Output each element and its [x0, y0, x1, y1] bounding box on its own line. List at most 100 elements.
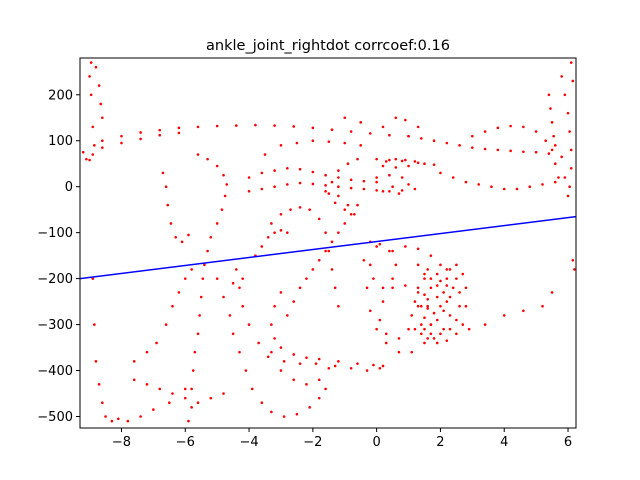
scatter-point: [423, 341, 426, 345]
scatter-point: [541, 304, 544, 308]
scatter-point: [190, 268, 193, 271]
scatter-point: [196, 332, 200, 336]
y-tick-label: −400: [37, 364, 73, 379]
scatter-point: [515, 187, 519, 191]
scatter-point: [292, 353, 296, 356]
scatter-point: [292, 378, 296, 382]
scatter-point: [461, 323, 465, 326]
scatter-point: [455, 277, 458, 280]
scatter-point: [292, 300, 296, 303]
scatter-point: [273, 169, 276, 172]
scatter-point: [139, 131, 142, 134]
scatter-point: [378, 366, 382, 370]
scatter-point: [215, 164, 219, 168]
scatter-point: [101, 146, 104, 149]
scatter-point: [544, 139, 547, 143]
scatter-point: [455, 263, 458, 267]
scatter-point: [324, 249, 327, 253]
scatter-point: [455, 332, 458, 336]
scatter-point: [378, 318, 382, 322]
scatter-point: [458, 144, 461, 147]
scatter-point: [244, 369, 248, 372]
scatter-point: [445, 300, 449, 303]
scatter-point: [225, 183, 229, 186]
scatter-point: [375, 189, 378, 192]
scatter-point: [362, 179, 366, 183]
scatter-point: [569, 148, 573, 152]
scatter-point: [461, 272, 465, 276]
scatter-point: [566, 111, 570, 115]
scatter-point: [573, 268, 576, 271]
scatter-point: [196, 125, 200, 129]
scatter-point: [435, 318, 439, 322]
scatter-point: [432, 337, 436, 340]
scatter-point: [270, 323, 273, 326]
scatter-point: [458, 304, 461, 308]
scatter-point: [381, 286, 385, 290]
scatter-point: [553, 162, 557, 166]
scatter-point: [279, 144, 283, 147]
scatter-point: [388, 133, 391, 137]
scatter-point: [279, 229, 283, 232]
scatter-point: [337, 194, 340, 198]
scatter-point: [220, 208, 224, 211]
scatter-point: [247, 189, 251, 193]
scatter-point: [298, 206, 302, 209]
scatter-point: [400, 189, 404, 192]
scatter-point: [502, 187, 506, 191]
scatter-point: [273, 337, 276, 340]
scatter-point: [88, 75, 91, 78]
scatter-point: [180, 240, 184, 244]
scatter-point: [423, 162, 426, 166]
scatter-point: [394, 166, 398, 169]
scatter-point: [552, 134, 555, 138]
scatter-point: [368, 309, 372, 313]
scatter-point: [215, 277, 219, 280]
scatter-point: [158, 387, 162, 391]
scatter-point: [534, 130, 538, 133]
scatter-point: [394, 116, 398, 120]
scatter-point: [451, 286, 455, 290]
scatter-point: [337, 185, 340, 188]
scatter-point: [550, 121, 554, 124]
scatter-point: [292, 125, 296, 128]
scatter-point: [260, 187, 264, 191]
scatter-point: [362, 187, 366, 191]
scatter-point: [337, 169, 340, 172]
scatter-point: [311, 139, 315, 143]
scatter-point: [547, 152, 551, 155]
scatter-point: [381, 300, 385, 303]
scatter-point: [101, 401, 104, 405]
scatter-point: [317, 396, 321, 400]
scatter-point: [429, 277, 433, 280]
scatter-point: [381, 364, 385, 368]
scatter-point: [534, 150, 538, 154]
scatter-point: [161, 171, 165, 175]
scatter-point: [566, 194, 570, 198]
scatter-point: [308, 208, 311, 211]
x-tick-label: 6: [564, 435, 572, 450]
scatter-point: [432, 139, 436, 143]
scatter-point: [445, 277, 449, 280]
scatter-point: [273, 231, 276, 234]
scatter-point: [343, 116, 347, 120]
scatter-point: [89, 93, 93, 97]
scatter-point: [471, 146, 474, 149]
scatter-point: [238, 286, 241, 290]
scatter-point: [337, 231, 340, 234]
scatter-point: [91, 125, 95, 129]
scatter-point: [337, 360, 340, 363]
scatter-point: [190, 406, 193, 409]
scatter-point: [279, 212, 283, 216]
scatter-point: [388, 158, 391, 162]
scatter-point: [368, 132, 372, 135]
scatter-point: [353, 212, 356, 216]
scatter-point: [333, 364, 337, 368]
scatter-point: [569, 167, 573, 170]
scatter-point: [404, 158, 407, 162]
scatter-point: [423, 293, 426, 297]
scatter-point: [282, 360, 286, 363]
scatter-point: [298, 286, 302, 290]
